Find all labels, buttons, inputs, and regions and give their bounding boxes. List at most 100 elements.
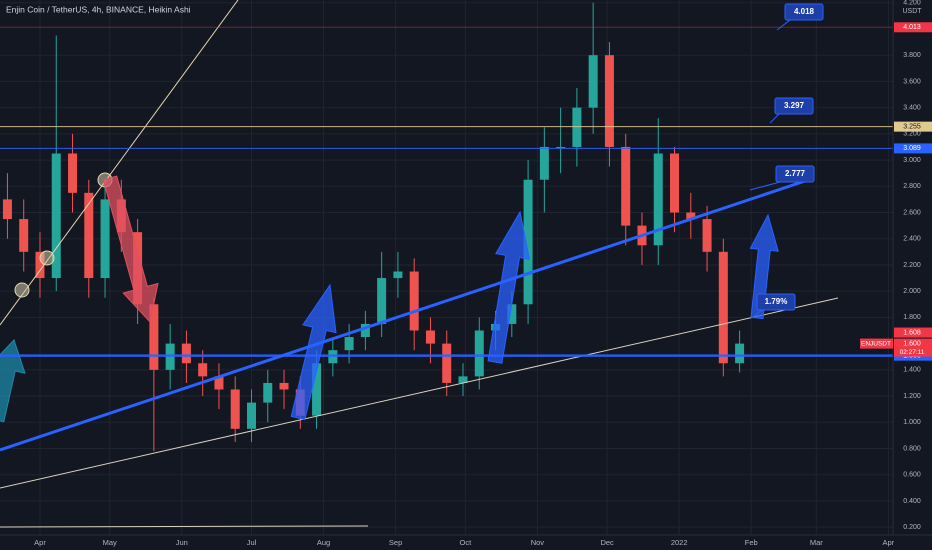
- price-label: 1.600: [903, 340, 921, 347]
- y-tick-label: 2.800: [903, 183, 921, 190]
- candle-body: [100, 199, 110, 279]
- candle-body: [425, 330, 435, 344]
- arrow: [0, 339, 26, 423]
- callouts: 4.018 3.297 2.777 1.79%: [749, 3, 824, 319]
- callout-text: 3.297: [784, 101, 805, 110]
- candle-body: [409, 271, 419, 331]
- candle-body: [279, 382, 289, 390]
- candle-body: [588, 55, 598, 108]
- price-label-box: [894, 338, 932, 349]
- candle-body: [702, 219, 712, 252]
- candle-body: [572, 107, 582, 147]
- candle-body: [263, 382, 273, 403]
- candle-body: [19, 219, 29, 252]
- callout-box: [774, 97, 814, 115]
- candle-body: [556, 146, 566, 148]
- touch-point: [14, 282, 30, 298]
- price-label: 3.089: [903, 145, 921, 152]
- candle-body: [458, 376, 468, 383]
- callout-text: 1.79%: [765, 297, 788, 306]
- x-tick-label: May: [103, 538, 117, 547]
- candle-body: [393, 271, 403, 279]
- callout-pointer: [751, 309, 763, 319]
- callout-pointer: [776, 19, 791, 31]
- trend-line: [0, 179, 806, 452]
- arrows: [0, 175, 779, 423]
- candle-body: [523, 179, 533, 305]
- x-tick-label: Nov: [531, 538, 545, 547]
- chart-title: Enjin Coin / TetherUS, 4h, BINANCE, Heik…: [6, 4, 191, 14]
- candle-body: [35, 251, 45, 279]
- y-tick-label: 4.200: [903, 0, 921, 7]
- y-tick-label: 0.200: [903, 524, 921, 531]
- x-tick-label: Apr: [883, 538, 895, 547]
- candle-body: [442, 343, 452, 383]
- y-tick-label: 3.400: [903, 104, 921, 111]
- x-tick-label: Apr: [34, 538, 46, 547]
- callout-text: 4.018: [794, 7, 815, 16]
- x-tick-label: Aug: [317, 538, 330, 547]
- symbol-label: ENJUSDT: [861, 340, 891, 347]
- candle-body: [735, 343, 745, 364]
- candle-body: [68, 153, 78, 193]
- arrow: [102, 175, 159, 324]
- price-label-box: [894, 22, 932, 33]
- countdown-box: [894, 347, 932, 357]
- candle-body: [246, 402, 256, 429]
- x-tick-label: Dec: [600, 538, 614, 547]
- price-label-box: [894, 327, 932, 338]
- candle-body: [344, 337, 354, 351]
- x-tick-label: Jun: [176, 538, 188, 547]
- candle-body: [539, 146, 549, 180]
- candle-body: [507, 304, 517, 324]
- y-tick-label: 0.400: [903, 498, 921, 505]
- levels: [0, 26, 893, 357]
- x-tick-label: Oct: [459, 538, 472, 547]
- y-tick-label: 0.800: [903, 445, 921, 452]
- y-tick-label: 1.800: [903, 314, 921, 321]
- y-tick-label: 3.000: [903, 157, 921, 164]
- candle-body: [686, 212, 696, 220]
- callout-pointer: [749, 181, 781, 191]
- candle-body: [84, 192, 94, 279]
- touch-point: [39, 250, 55, 266]
- drawings: [0, 0, 839, 528]
- candle-body: [670, 153, 680, 213]
- axis-labels: 0.200 0.400 0.600 0.800 1.000 1.200 1.400 1.800…: [34, 0, 921, 547]
- callout-text: 2.777: [785, 169, 806, 178]
- trend-line: [0, 297, 839, 489]
- y-tick-label: 3.200: [903, 131, 921, 138]
- candle-body: [149, 304, 159, 370]
- arrow: [487, 210, 531, 364]
- y-tick-label: 2.200: [903, 262, 921, 269]
- price-label: 1.608: [903, 329, 921, 336]
- candle-body: [377, 278, 387, 324]
- trend-line: [0, 0, 239, 326]
- candle-body: [51, 153, 61, 279]
- symbol-box: [860, 338, 893, 349]
- y-tick-label: 3.600: [903, 78, 921, 85]
- x-tick-label: 2022: [671, 538, 688, 547]
- x-tick-label: Mar: [810, 538, 823, 547]
- candle-body: [230, 389, 240, 429]
- price-label-box: [894, 143, 932, 154]
- candle-body: [621, 146, 631, 226]
- candle-body: [214, 376, 224, 390]
- callout-box: [784, 3, 824, 21]
- callout-pointer: [769, 112, 781, 124]
- y-tick-label: 1.000: [903, 419, 921, 426]
- price-label-box: [894, 121, 932, 132]
- candle-body: [604, 55, 614, 147]
- candle-body: [2, 199, 12, 220]
- y-tick-label: 3.800: [903, 52, 921, 59]
- y-tick-label: 1.200: [903, 393, 921, 400]
- x-tick-label: Jul: [247, 538, 257, 547]
- arrow: [749, 213, 779, 320]
- y-tick-label: 0.600: [903, 472, 921, 479]
- callout-box: [775, 165, 815, 183]
- candle-body: [198, 363, 208, 377]
- candle-body: [360, 323, 370, 338]
- price-label: 4.013: [903, 24, 921, 31]
